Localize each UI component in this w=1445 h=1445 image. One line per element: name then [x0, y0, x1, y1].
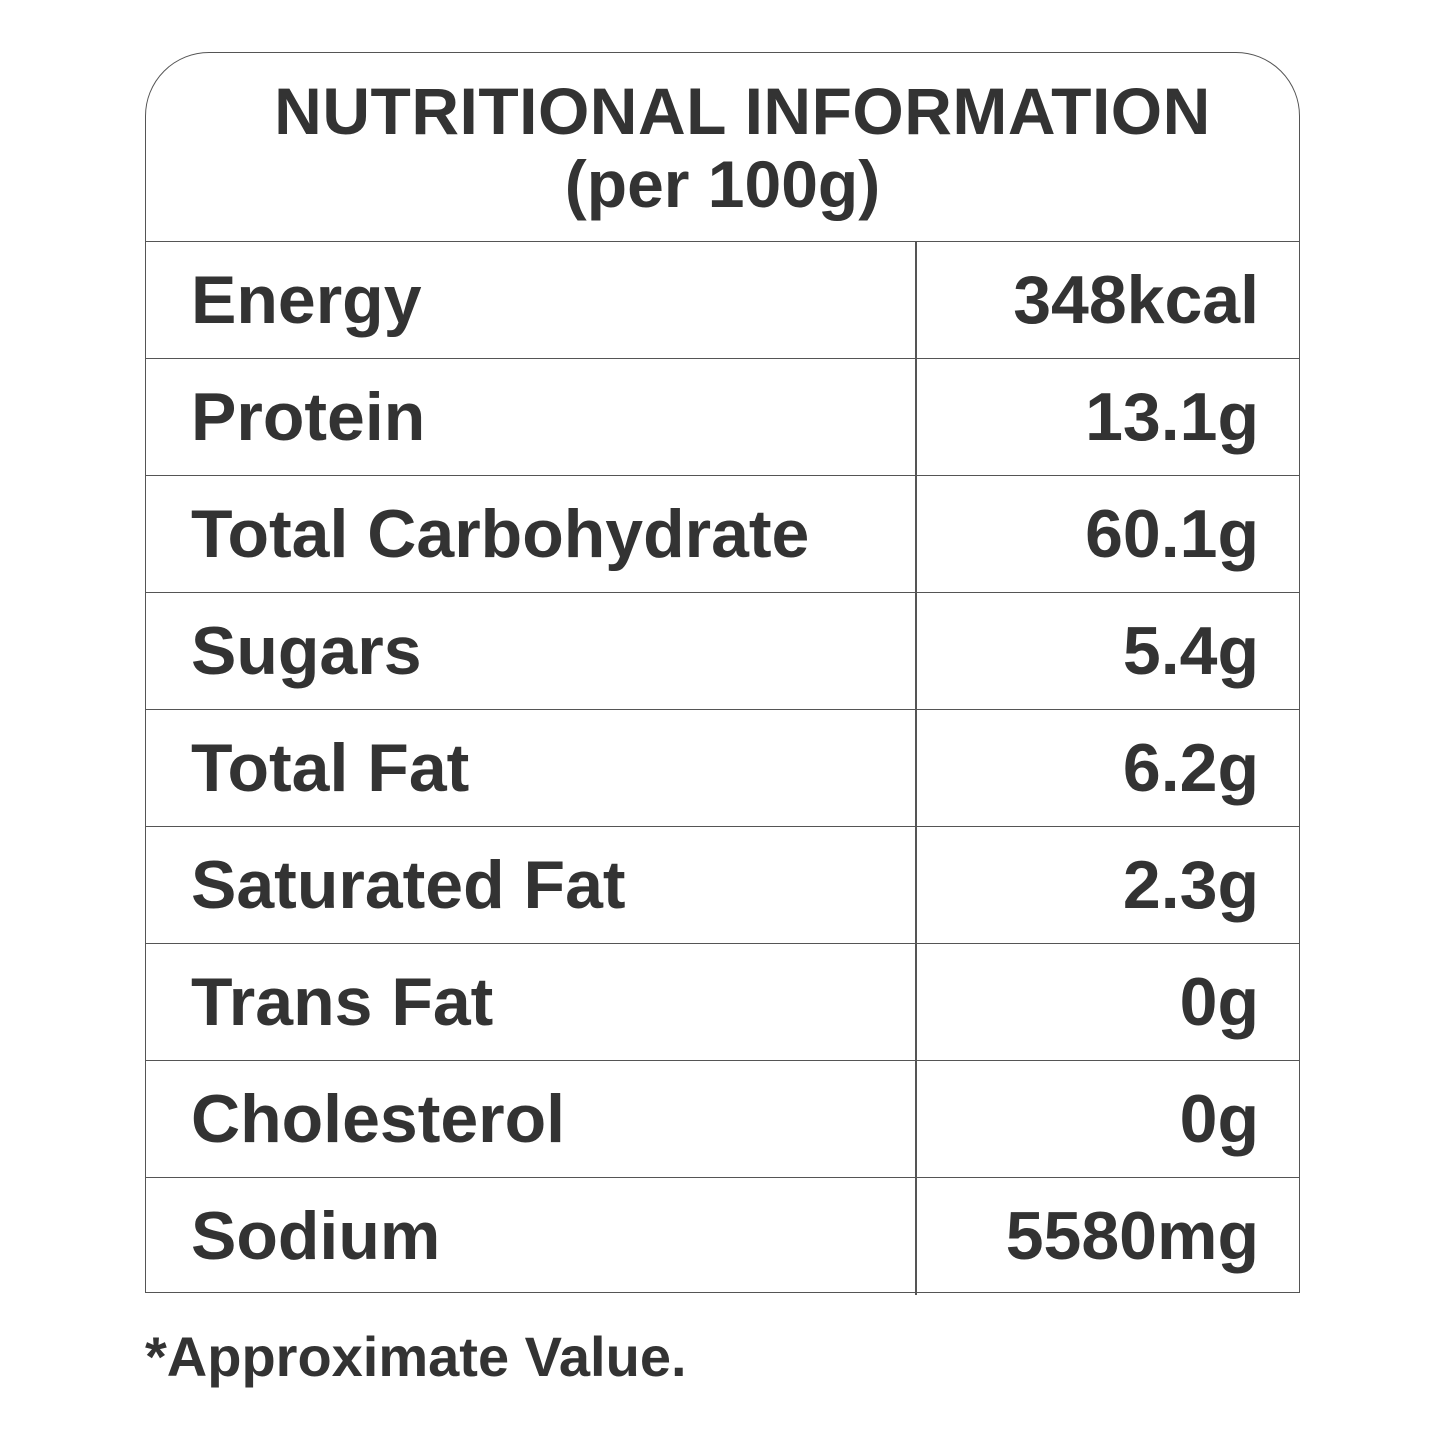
table-row: Total Fat 6.2g: [146, 710, 1299, 827]
table-row: Sugars 5.4g: [146, 593, 1299, 710]
column-divider: [915, 359, 917, 475]
nutrient-label: Saturated Fat: [191, 847, 626, 923]
nutrient-value: 0g: [1179, 1081, 1259, 1157]
nutrient-value: 5.4g: [1122, 613, 1259, 689]
table-row: Total Carbohydrate 60.1g: [146, 476, 1299, 593]
nutrient-value: 6.2g: [1122, 730, 1259, 806]
nutrient-label: Cholesterol: [191, 1081, 566, 1157]
table-row: Energy 348kcal: [146, 242, 1299, 359]
nutrient-value: 0g: [1179, 964, 1259, 1040]
nutrient-label: Sugars: [191, 613, 422, 689]
nutrient-label: Total Fat: [191, 730, 470, 806]
table-row: Protein 13.1g: [146, 359, 1299, 476]
table-subtitle: (per 100g): [564, 147, 881, 221]
column-divider: [915, 242, 917, 358]
table-row: Cholesterol 0g: [146, 1061, 1299, 1178]
column-divider: [915, 1178, 917, 1295]
nutrient-label: Total Carbohydrate: [191, 496, 810, 572]
nutrient-value: 60.1g: [1085, 496, 1259, 572]
nutrient-rows: Energy 348kcal Protein 13.1g Total Carbo…: [146, 242, 1299, 1295]
nutrient-label: Trans Fat: [191, 964, 494, 1040]
column-divider: [915, 476, 917, 592]
nutrient-label: Protein: [191, 379, 426, 455]
column-divider: [915, 827, 917, 943]
nutrient-label: Energy: [191, 262, 422, 338]
column-divider: [915, 944, 917, 1060]
approximate-value-footnote: *Approximate Value.: [145, 1325, 687, 1388]
column-divider: [915, 710, 917, 826]
table-header: NUTRITIONAL INFORMATION (per 100g): [146, 53, 1299, 242]
table-title: NUTRITIONAL INFORMATION: [274, 74, 1211, 148]
nutrient-value: 13.1g: [1085, 379, 1259, 455]
nutrient-label: Sodium: [191, 1198, 441, 1274]
table-row: Saturated Fat 2.3g: [146, 827, 1299, 944]
nutrient-value: 348kcal: [1013, 262, 1259, 338]
column-divider: [915, 1061, 917, 1177]
table-row: Trans Fat 0g: [146, 944, 1299, 1061]
nutrient-value: 2.3g: [1122, 847, 1259, 923]
column-divider: [915, 593, 917, 709]
nutrient-value: 5580mg: [1005, 1198, 1259, 1274]
nutrition-table: NUTRITIONAL INFORMATION (per 100g) Energ…: [145, 52, 1300, 1295]
table-row: Sodium 5580mg: [146, 1178, 1299, 1295]
